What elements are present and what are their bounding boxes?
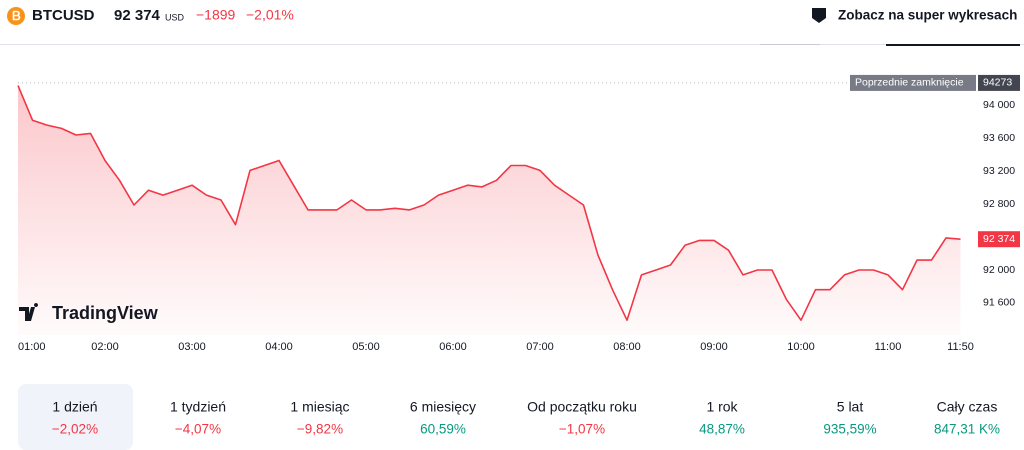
period-label[interactable]: Cały czas <box>937 399 998 415</box>
x-tick-label: 07:00 <box>526 341 554 353</box>
x-tick-label: 05:00 <box>352 341 380 353</box>
chart: Poprzednie zamknięcie 94273 91 600 92 000 92… <box>17 74 1020 353</box>
change: −1899 <box>196 7 236 23</box>
last-price-label: 92 374 <box>983 233 1015 245</box>
period-value[interactable]: −1,07% <box>559 422 605 437</box>
x-tick-label: 09:00 <box>700 341 728 353</box>
period-bar: 1 dzień −2,02% 1 tydzień −4,07% 1 miesiąc −9,… <box>18 384 1000 450</box>
period-item[interactable]: 5 lat 935,59% <box>823 399 876 437</box>
previous-close-label: Poprzednie zamknięcie <box>855 77 964 89</box>
btc-icon <box>7 7 25 25</box>
period-value[interactable]: −9,82% <box>297 422 343 437</box>
period-item[interactable]: 1 dzień −2,02% <box>18 384 133 450</box>
x-tick-label: 10:00 <box>787 341 815 353</box>
period-value[interactable]: −4,07% <box>175 422 221 437</box>
period-label[interactable]: 1 miesiąc <box>290 399 349 415</box>
super-chart-button[interactable]: Zobacz na super wykresach <box>805 4 1024 28</box>
logo-icon <box>19 303 39 321</box>
period-value[interactable]: 847,31 K% <box>934 422 1000 437</box>
period-item[interactable]: 6 miesięcy 60,59% <box>410 399 476 437</box>
period-value[interactable]: 60,59% <box>420 422 466 437</box>
period-label[interactable]: 6 miesięcy <box>410 399 476 415</box>
currency: USD <box>165 12 185 22</box>
period-item[interactable]: Cały czas 847,31 K% <box>934 399 1000 437</box>
y-tick-label: 92 800 <box>983 198 1015 210</box>
period-item[interactable]: Od początku roku −1,07% <box>527 399 637 437</box>
price: 92 374 <box>114 7 161 24</box>
period-label[interactable]: 5 lat <box>837 399 864 415</box>
previous-close-tag <box>850 74 976 91</box>
period-label[interactable]: 1 dzień <box>52 399 97 415</box>
y-tick-label: 91 600 <box>983 297 1015 309</box>
period-item[interactable]: 1 miesiąc −9,82% <box>290 399 349 437</box>
period-label[interactable]: 1 tydzień <box>170 399 226 415</box>
period-value[interactable]: 935,59% <box>823 422 876 437</box>
area <box>18 85 961 335</box>
change-pct: −2,01% <box>246 7 294 23</box>
period-selected-bg[interactable] <box>18 384 133 450</box>
x-tick-label: 03:00 <box>178 341 206 353</box>
y-tick-label: 93 200 <box>983 165 1015 177</box>
price-line <box>17 85 961 321</box>
x-tick-label: 08:00 <box>613 341 641 353</box>
last-price-tag <box>978 231 1020 248</box>
period-item[interactable]: 1 tydzień −4,07% <box>170 399 226 437</box>
logo-text: TradingView <box>52 303 159 323</box>
x-tick-label: 11:00 <box>875 341 902 353</box>
x-tick-label: 02:00 <box>91 341 119 353</box>
period-item[interactable]: 1 rok 48,87% <box>699 399 745 437</box>
x-tick-label: 11:50 <box>947 341 974 353</box>
period-value[interactable]: −2,02% <box>52 422 98 437</box>
y-tick-label: 93 600 <box>983 132 1015 144</box>
previous-close-value: 94273 <box>983 77 1012 89</box>
period-label[interactable]: 1 rok <box>706 399 738 415</box>
button-label[interactable]: Zobacz na super wykresach <box>838 8 1017 23</box>
x-tick-label: 06:00 <box>439 341 467 353</box>
symbol: BTCUSD <box>32 7 95 24</box>
y-tick-label: 94 000 <box>983 99 1015 111</box>
x-tick-label: 04:00 <box>265 341 293 353</box>
period-label[interactable]: Od początku roku <box>527 399 637 415</box>
previous-close-value-tag <box>978 74 1020 91</box>
period-value[interactable]: 48,87% <box>699 422 745 437</box>
y-tick-label: 92 000 <box>983 264 1015 276</box>
x-tick-label: 01:00 <box>18 341 46 353</box>
